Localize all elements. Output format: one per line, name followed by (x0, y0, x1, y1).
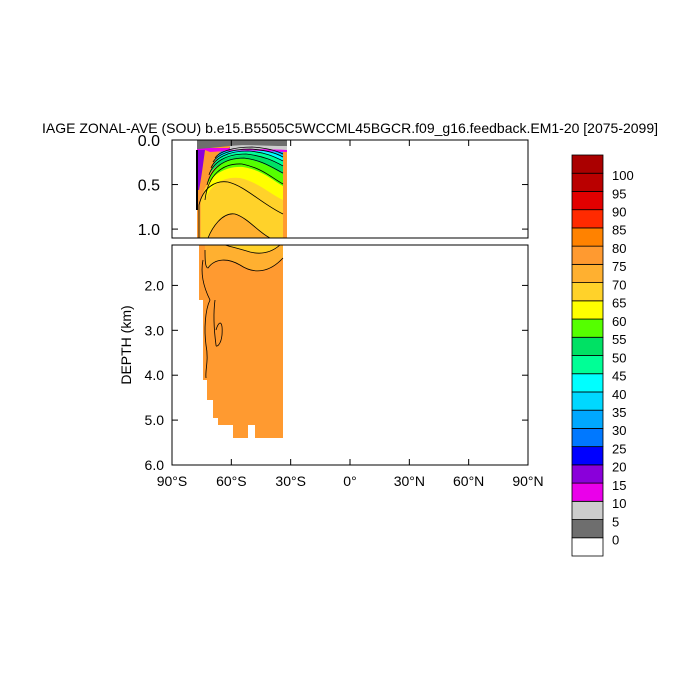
colorbar-box (571, 282, 604, 302)
x-tick-label: 90°S (157, 473, 188, 489)
colorbar-box (571, 300, 604, 320)
colorbar-box (571, 446, 604, 466)
colorbar-label: 10 (612, 496, 626, 511)
colorbar-box (571, 537, 604, 557)
colorbar-box (571, 172, 604, 192)
colorbar-label: 95 (612, 186, 626, 201)
colorbar-label: 45 (612, 369, 626, 384)
colorbar: 0 5 10 15 20 25 30 35 40 45 50 55 60 65 70 75 80 85 90 95 10… (571, 154, 634, 557)
deep-field-80 (199, 245, 283, 438)
top-panel-field (196, 140, 287, 238)
x-tick-label: 30°N (394, 473, 425, 489)
field-region-15 (197, 150, 205, 190)
colorbar-label: 5 (612, 514, 619, 529)
colorbar-box (571, 428, 604, 448)
colorbar-box (571, 209, 604, 229)
colorbar-label: 70 (612, 277, 626, 292)
colorbar-box (571, 409, 604, 429)
colorbar-box (571, 245, 604, 265)
colorbar-box (571, 227, 604, 247)
chart-title: IAGE ZONAL-AVE (SOU) b.e15.B5505C5WCCML4… (42, 120, 658, 136)
field-region-60 (207, 158, 283, 186)
y-tick-label-bottom: 6.0 (145, 457, 165, 473)
field-region-55 (209, 154, 283, 175)
y-axis-label: DEPTH (km) (118, 305, 134, 384)
x-tick-label: 0° (343, 473, 356, 489)
field-region-70 (201, 171, 283, 238)
colorbar-label: 50 (612, 350, 626, 365)
y-tick-label-top: 1.0 (138, 222, 160, 239)
y-tick-label-top: 0.0 (138, 133, 160, 150)
deep-field-70 (225, 245, 280, 254)
colorbar-label: 65 (612, 296, 626, 311)
colorbar-label: 15 (612, 478, 626, 493)
field-region-45 (213, 149, 283, 162)
colorbar-box (571, 482, 604, 502)
y-axis-top: 0.0 0.5 1.0 (138, 133, 528, 239)
colorbar-box (571, 519, 604, 539)
colorbar-label: 55 (612, 332, 626, 347)
contour-lines-bottom (201, 245, 284, 379)
colorbar-box (571, 263, 604, 283)
colorbar-label: 20 (612, 460, 626, 475)
field-region-0-5 (197, 140, 287, 149)
colorbar-label: 80 (612, 241, 626, 256)
colorbar-box (571, 355, 604, 375)
colorbar-box (571, 336, 604, 356)
colorbar-label: 85 (612, 223, 626, 238)
y-tick-label-bottom: 2.0 (145, 277, 165, 293)
colorbar-label: 0 (612, 533, 619, 548)
x-tick-label: 90°N (512, 473, 543, 489)
colorbar-label: 75 (612, 259, 626, 274)
x-axis: 90°S 60°S 30°S 0° 30°N 60°N 90°N (157, 140, 544, 489)
y-axis-bottom: 2.0 3.0 4.0 5.0 6.0 (145, 277, 528, 473)
colorbar-box (571, 373, 604, 393)
colorbar-box (571, 191, 604, 211)
colorbar-box (571, 464, 604, 484)
colorbar-box (571, 500, 604, 520)
colorbar-label: 25 (612, 441, 626, 456)
y-tick-label-bottom: 4.0 (145, 367, 165, 383)
bottom-panel-field (199, 245, 284, 438)
x-tick-label: 60°N (453, 473, 484, 489)
colorbar-box (571, 318, 604, 338)
colorbar-box (571, 154, 604, 174)
colorbar-label: 60 (612, 314, 626, 329)
colorbar-label: 90 (612, 205, 626, 220)
y-tick-label-bottom: 5.0 (145, 412, 165, 428)
y-tick-label-bottom: 3.0 (145, 322, 165, 338)
field-region-50 (211, 151, 283, 168)
colorbar-label: 100 (612, 168, 634, 183)
x-tick-label: 30°S (275, 473, 306, 489)
x-tick-label: 60°S (216, 473, 247, 489)
colorbar-label: 30 (612, 423, 626, 438)
y-tick-label-top: 0.5 (138, 178, 160, 195)
colorbar-label: 35 (612, 405, 626, 420)
colorbar-box (571, 391, 604, 411)
colorbar-label: 40 (612, 387, 626, 402)
contour-lines-top (198, 146, 284, 238)
